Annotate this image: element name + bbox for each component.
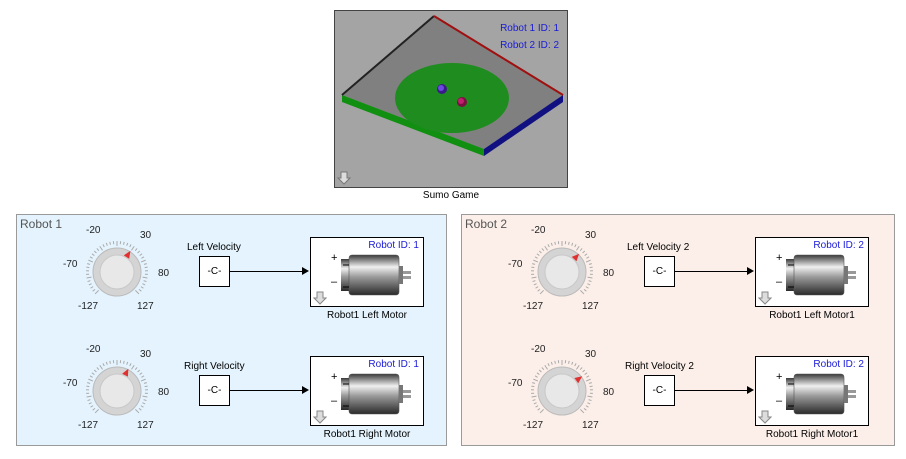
knob-tick-label: -20 <box>531 225 546 236</box>
robot1-id-label: Robot 1 ID: 1 <box>500 23 559 34</box>
dc-motor-icon <box>786 254 856 296</box>
knob-tick-label: -127 <box>78 301 99 312</box>
area-title: Robot 2 <box>465 217 508 231</box>
open-subsystem-arrow-icon[interactable] <box>313 410 327 424</box>
signal-arrow-icon <box>302 386 309 394</box>
knob-tick-label: 30 <box>140 349 152 360</box>
knob-tick-label: 30 <box>140 230 152 241</box>
knob-tick-label: 30 <box>585 349 597 360</box>
knob-tick-label: -20 <box>86 344 101 355</box>
sumo-arena-graphic <box>341 15 564 156</box>
dc-motor-icon <box>341 254 411 296</box>
motor-plus-terminal: + <box>331 371 338 383</box>
knob-pointer <box>574 376 583 384</box>
motor-minus-terminal: – <box>331 395 338 407</box>
open-subsystem-arrow-icon[interactable] <box>758 291 772 305</box>
knob-pointer <box>122 368 129 377</box>
signal-line <box>230 271 303 272</box>
knob-tick-label: -20 <box>531 344 546 355</box>
motor-minus-terminal: – <box>776 395 783 407</box>
motor-block[interactable]: Robot ID: 1 + – <box>310 356 424 426</box>
motor-caption: Robot1 Left Motor <box>326 310 408 321</box>
motor-block[interactable]: Robot ID: 2 + – <box>755 237 869 307</box>
knob-tick-label: -70 <box>508 259 523 270</box>
knob-tick-label: 80 <box>158 268 170 279</box>
knob-pointer <box>123 250 131 259</box>
motor-caption: Robot1 Right Motor1 <box>765 429 859 440</box>
knob-tick-label: 30 <box>585 230 597 241</box>
signal-name-label: Right Velocity <box>184 361 245 372</box>
signal-arrow-icon <box>747 267 754 275</box>
knob-tick-label: -70 <box>63 378 78 389</box>
sumo-game-scene[interactable]: Robot 1 ID: 1 Robot 2 ID: 2 <box>334 10 568 188</box>
signal-arrow-icon <box>302 267 309 275</box>
knob-tick-label: -127 <box>523 420 544 431</box>
velocity-knob[interactable] <box>82 237 152 307</box>
scene-caption: Sumo Game <box>422 190 480 201</box>
signal-name-label: Left Velocity <box>187 242 241 253</box>
knob-tick-label: -70 <box>508 378 523 389</box>
motor-block[interactable]: Robot ID: 2 + – <box>755 356 869 426</box>
motor-caption: Robot1 Right Motor <box>323 429 411 440</box>
open-subsystem-arrow-icon[interactable] <box>337 171 351 185</box>
motor-minus-terminal: – <box>776 276 783 288</box>
knob-tick-label: 127 <box>137 420 154 431</box>
knob-tick-label: -127 <box>78 420 99 431</box>
velocity-knob[interactable] <box>527 237 597 307</box>
knob-tick-label: 80 <box>158 387 170 398</box>
knob-tick-label: 127 <box>582 301 599 312</box>
knob-tick-label: -20 <box>86 225 101 236</box>
motor-robot-id: Robot ID: 1 <box>368 240 419 251</box>
signal-name-label: Right Velocity 2 <box>625 361 694 372</box>
velocity-knob[interactable] <box>527 356 597 426</box>
knob-tick-label: -127 <box>523 301 544 312</box>
motor-block[interactable]: Robot ID: 1 + – <box>310 237 424 307</box>
dc-motor-icon <box>341 373 411 415</box>
signal-line <box>675 271 748 272</box>
robot-area-1: Robot 1 -20 30 -70 80 -127 127 Left Velocity -C-… <box>16 214 447 446</box>
constant-block[interactable]: -C- <box>644 375 675 406</box>
knob-tick-label: 127 <box>582 420 599 431</box>
constant-block[interactable]: -C- <box>199 375 230 406</box>
dc-motor-icon <box>786 373 856 415</box>
motor-caption: Robot1 Left Motor1 <box>769 310 855 321</box>
motor-minus-terminal: – <box>331 276 338 288</box>
open-subsystem-arrow-icon[interactable] <box>758 410 772 424</box>
motor-robot-id: Robot ID: 2 <box>813 240 864 251</box>
knob-tick-label: -70 <box>63 259 78 270</box>
robot2-id-label: Robot 2 ID: 2 <box>500 40 559 51</box>
motor-plus-terminal: + <box>776 371 783 383</box>
knob-pointer <box>571 253 580 262</box>
velocity-knob[interactable] <box>82 356 152 426</box>
signal-line <box>675 390 748 391</box>
knob-tick-label: 80 <box>603 268 615 279</box>
signal-line <box>230 390 303 391</box>
area-title: Robot 1 <box>20 217 63 231</box>
constant-block[interactable]: -C- <box>199 256 230 287</box>
knob-tick-label: 127 <box>137 301 154 312</box>
constant-block[interactable]: -C- <box>644 256 675 287</box>
knob-tick-label: 80 <box>603 387 615 398</box>
signal-arrow-icon <box>747 386 754 394</box>
motor-robot-id: Robot ID: 1 <box>368 359 419 370</box>
motor-plus-terminal: + <box>776 252 783 264</box>
open-subsystem-arrow-icon[interactable] <box>313 291 327 305</box>
motor-robot-id: Robot ID: 2 <box>813 359 864 370</box>
motor-plus-terminal: + <box>331 252 338 264</box>
signal-name-label: Left Velocity 2 <box>627 242 690 253</box>
robot-area-2: Robot 2 -20 30 -70 80 -127 127 Left Velocity 2 -… <box>461 214 895 446</box>
